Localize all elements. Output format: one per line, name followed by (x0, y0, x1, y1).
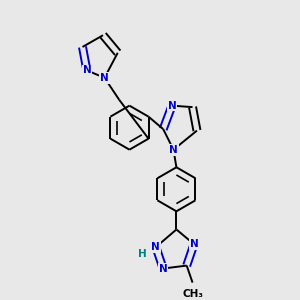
Text: N: N (169, 145, 178, 155)
Text: N: N (190, 239, 198, 249)
Text: N: N (159, 263, 168, 274)
Text: CH₃: CH₃ (182, 289, 203, 299)
Text: N: N (100, 73, 109, 83)
Text: H: H (138, 249, 147, 260)
Text: N: N (168, 100, 176, 111)
Text: N: N (82, 65, 91, 75)
Text: N: N (152, 242, 160, 252)
